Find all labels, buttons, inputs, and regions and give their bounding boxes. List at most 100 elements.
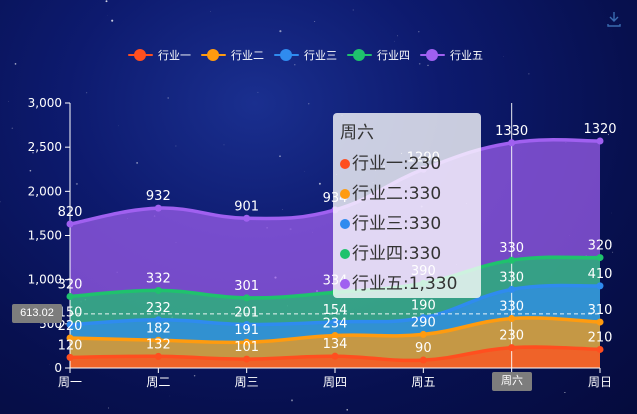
legend-label: 行业五 (450, 50, 483, 62)
data-label: 101 (234, 340, 259, 355)
data-point[interactable] (331, 352, 339, 360)
data-point[interactable] (508, 315, 516, 323)
data-label: 332 (146, 271, 171, 286)
legend-item[interactable]: 行业三 (274, 47, 337, 63)
data-point[interactable] (243, 320, 251, 328)
star (193, 375, 196, 377)
data-label: 150 (58, 306, 83, 321)
star (8, 101, 9, 102)
data-point[interactable] (508, 285, 516, 293)
tooltip-title: 周六 (340, 123, 374, 143)
data-label: 210 (588, 330, 613, 345)
legend-item[interactable]: 行业二 (201, 47, 264, 63)
data-point[interactable] (331, 331, 339, 339)
legend-label: 行业三 (304, 50, 337, 62)
y-tick-label: 0 (54, 361, 62, 375)
star (239, 381, 242, 383)
data-point[interactable] (66, 353, 74, 361)
x-tick-label: 周五 (411, 375, 435, 389)
data-point[interactable] (66, 334, 74, 342)
data-point[interactable] (243, 338, 251, 346)
x-tick-label: 周二 (146, 375, 170, 389)
legend-marker (347, 48, 372, 62)
data-label: 320 (58, 277, 83, 292)
x-tick-label: 周一 (58, 375, 82, 389)
legend-marker (274, 48, 299, 62)
data-point[interactable] (243, 214, 251, 222)
legend-item[interactable]: 行业一 (128, 47, 191, 63)
data-point[interactable] (596, 254, 604, 262)
data-point[interactable] (596, 282, 604, 290)
tooltip-separator: : (403, 154, 409, 174)
star (0, 201, 1, 203)
data-label: 132 (146, 337, 171, 352)
data-point[interactable] (596, 345, 604, 353)
data-label: 230 (499, 329, 524, 344)
star (136, 162, 138, 164)
data-point[interactable] (508, 139, 516, 147)
x-tick-label: 周四 (323, 375, 347, 389)
tooltip-value: 330 (408, 214, 442, 234)
data-point[interactable] (508, 344, 516, 352)
tooltip-label: 行业三 (352, 214, 403, 234)
legend-item[interactable]: 行业四 (347, 47, 410, 63)
data-point[interactable] (243, 355, 251, 363)
star (111, 19, 114, 22)
data-point[interactable] (419, 356, 427, 364)
star (279, 30, 282, 33)
star (396, 35, 399, 37)
data-point[interactable] (331, 318, 339, 326)
data-point[interactable] (243, 294, 251, 302)
star (75, 182, 78, 185)
data-label: 190 (411, 299, 436, 314)
data-point[interactable] (419, 330, 427, 338)
data-point[interactable] (154, 316, 162, 324)
data-point[interactable] (154, 336, 162, 344)
star (612, 251, 614, 253)
data-label: 232 (146, 301, 171, 316)
tooltip-row: 行业四: 330 (340, 239, 474, 269)
star (503, 56, 504, 57)
data-point[interactable] (66, 292, 74, 300)
star (107, 15, 108, 16)
legend-item[interactable]: 行业五 (420, 47, 483, 63)
tooltip-value: 1,330 (408, 274, 458, 294)
data-point[interactable] (154, 204, 162, 212)
star (314, 21, 316, 22)
data-point[interactable] (154, 286, 162, 294)
chart-legend: 行业一 行业二 行业三 行业四 行业五 (128, 46, 483, 64)
y-tick-label: 3,000 (28, 96, 62, 110)
data-label: 120 (58, 338, 83, 353)
tooltip-row: 行业五: 1,330 (340, 269, 474, 299)
data-point[interactable] (596, 318, 604, 326)
download-icon[interactable] (605, 10, 623, 28)
star (85, 92, 88, 94)
tooltip-value: 230 (408, 154, 442, 174)
star (40, 146, 42, 148)
star (528, 73, 530, 75)
x-tick-label: 周日 (588, 375, 612, 389)
star (352, 9, 354, 11)
data-label: 191 (234, 323, 259, 338)
tooltip-marker (340, 159, 350, 169)
data-label: 290 (411, 315, 436, 330)
star (32, 152, 34, 154)
data-point[interactable] (66, 321, 74, 329)
tooltip-row: 行业一: 230 (340, 149, 474, 179)
data-point[interactable] (419, 314, 427, 322)
star (418, 62, 421, 65)
star (167, 97, 170, 99)
tooltip-label: 行业一 (352, 154, 403, 174)
data-label: 134 (323, 337, 348, 352)
data-point[interactable] (66, 220, 74, 228)
star (394, 40, 395, 42)
tooltip-label: 行业四 (352, 244, 403, 264)
data-label: 320 (588, 239, 613, 254)
data-point[interactable] (154, 352, 162, 360)
data-point[interactable] (508, 256, 516, 264)
y-axis-pointer-label: 613.02 (12, 304, 62, 323)
tooltip-row: 行业二: 330 (340, 179, 474, 209)
data-point[interactable] (596, 137, 604, 145)
data-label: 1330 (495, 124, 528, 139)
